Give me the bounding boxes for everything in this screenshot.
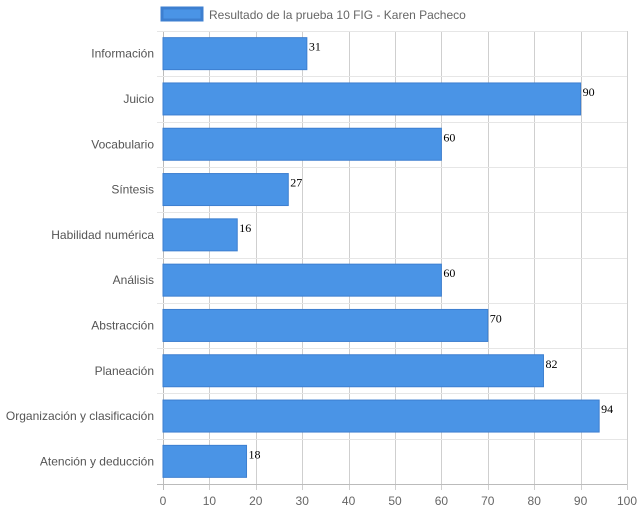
- x-tick-label: 30: [296, 494, 310, 508]
- bar[interactable]: [162, 399, 600, 433]
- legend[interactable]: Resultado de la prueba 10 FIG - Karen Pa…: [160, 6, 466, 22]
- legend-label[interactable]: Resultado de la prueba 10 FIG - Karen Pa…: [209, 8, 466, 22]
- category-label: Síntesis: [111, 183, 154, 197]
- labels: 0 10 20 30 40 50 60 70 80 90 100 Información 31 Juici…: [6, 40, 637, 508]
- category-label: Habilidad numérica: [51, 228, 154, 242]
- x-tick-label: 20: [249, 494, 263, 508]
- bars: [162, 37, 600, 478]
- x-tick-label: 90: [574, 494, 588, 508]
- data-label: 60: [443, 266, 455, 280]
- bar[interactable]: [162, 263, 442, 297]
- category-label: Organización y clasificación: [6, 409, 154, 423]
- x-tick-label: 70: [481, 494, 495, 508]
- bar[interactable]: [162, 82, 582, 116]
- x-tick-label: 80: [528, 494, 542, 508]
- data-label: 90: [583, 85, 595, 99]
- x-tick-label: 0: [160, 494, 167, 508]
- x-tick-label: 10: [203, 494, 217, 508]
- legend-swatch[interactable]: [160, 6, 204, 22]
- category-label: Información: [91, 47, 154, 61]
- category-label: Planeación: [95, 364, 154, 378]
- bar[interactable]: [162, 444, 248, 478]
- bar[interactable]: [162, 354, 544, 388]
- data-label: 27: [290, 176, 302, 190]
- bar[interactable]: [162, 218, 238, 252]
- category-label: Juicio: [123, 92, 154, 106]
- data-label: 82: [545, 357, 557, 371]
- x-tick-label: 60: [435, 494, 449, 508]
- bar[interactable]: [162, 37, 308, 71]
- data-label: 16: [239, 221, 251, 235]
- data-label: 94: [601, 402, 613, 416]
- data-label: 18: [249, 447, 261, 461]
- category-label: Vocabulario: [91, 137, 154, 151]
- category-label: Análisis: [113, 273, 154, 287]
- category-label: Atención y deducción: [40, 454, 154, 468]
- x-tick-label: 100: [617, 494, 637, 508]
- x-tick-label: 50: [388, 494, 402, 508]
- bar[interactable]: [162, 173, 289, 207]
- data-label: 70: [490, 311, 502, 325]
- data-label: 31: [309, 40, 321, 54]
- bar[interactable]: [162, 127, 442, 161]
- category-label: Abstracción: [91, 318, 154, 332]
- bar[interactable]: [162, 308, 489, 342]
- data-label: 60: [443, 130, 455, 144]
- x-tick-label: 40: [342, 494, 356, 508]
